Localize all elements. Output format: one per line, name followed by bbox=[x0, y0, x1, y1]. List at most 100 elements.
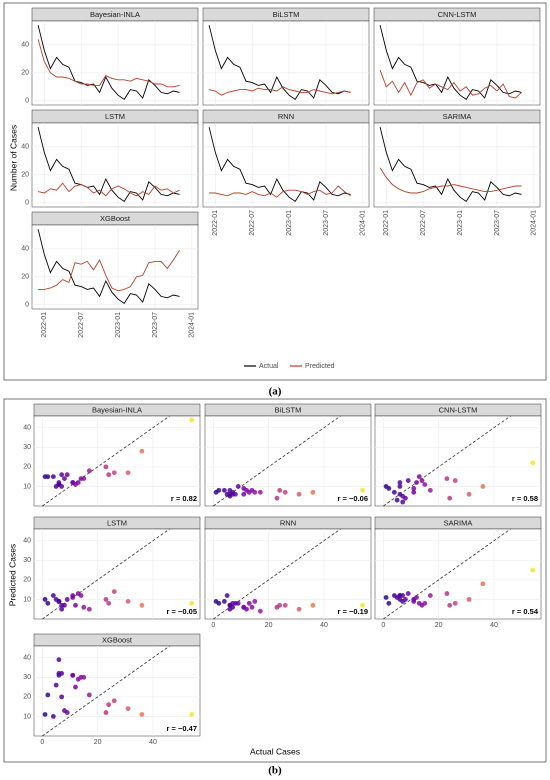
x-tick-label: 2023-01 bbox=[286, 210, 293, 236]
strip-text: XGBoost bbox=[100, 214, 131, 223]
point bbox=[189, 600, 195, 606]
point bbox=[189, 712, 195, 717]
point bbox=[42, 597, 48, 602]
x-tick-label: 2022-01 bbox=[212, 210, 219, 236]
point bbox=[70, 480, 76, 485]
point bbox=[427, 487, 433, 493]
x-tick-label: 2023-01 bbox=[457, 210, 464, 236]
x-tick-label: 2024-01 bbox=[531, 210, 538, 236]
r-label: r = −0.19 bbox=[338, 607, 368, 616]
r-label: r = −0.47 bbox=[167, 724, 197, 733]
point bbox=[296, 606, 302, 612]
x-tick-label: 2023-07 bbox=[152, 312, 159, 338]
r-label: r = 0.54 bbox=[512, 607, 539, 616]
y-tick-label: 20 bbox=[21, 274, 29, 281]
legend-label: Actual bbox=[259, 363, 279, 370]
point bbox=[59, 694, 65, 700]
point bbox=[257, 489, 263, 495]
point bbox=[252, 489, 258, 495]
panel bbox=[33, 528, 201, 620]
x-tick-label: 20 bbox=[435, 622, 443, 629]
legend-label: Predicted bbox=[305, 363, 335, 370]
y-tick-label: 20 bbox=[21, 70, 29, 77]
point bbox=[64, 597, 70, 602]
point bbox=[296, 491, 302, 497]
series-line bbox=[37, 25, 180, 101]
y-tick-label: 40 bbox=[21, 246, 29, 253]
point bbox=[452, 478, 458, 483]
series-line bbox=[379, 69, 522, 99]
panel bbox=[31, 122, 199, 208]
y-tick-label: 40 bbox=[23, 538, 31, 545]
series-line bbox=[38, 182, 180, 197]
x-tick-label: 2022-01 bbox=[383, 210, 390, 236]
point bbox=[53, 682, 59, 688]
panel bbox=[31, 20, 199, 106]
strip-text: SARIMA bbox=[443, 112, 472, 121]
point bbox=[50, 714, 56, 719]
point bbox=[139, 602, 145, 608]
point bbox=[397, 480, 403, 485]
point bbox=[444, 591, 450, 596]
point bbox=[50, 593, 56, 598]
series-line bbox=[209, 185, 351, 198]
point bbox=[56, 482, 62, 487]
x-tick-label: 0 bbox=[381, 622, 385, 629]
series-line bbox=[379, 25, 522, 101]
point bbox=[139, 448, 145, 454]
point bbox=[411, 489, 417, 495]
identity-line bbox=[42, 415, 170, 507]
point bbox=[73, 684, 78, 690]
point bbox=[81, 674, 87, 680]
x-tick-label: 2023-07 bbox=[494, 210, 501, 236]
point bbox=[45, 474, 51, 480]
point bbox=[70, 593, 76, 598]
point bbox=[189, 417, 195, 423]
point bbox=[45, 692, 51, 698]
point bbox=[111, 470, 117, 476]
point bbox=[139, 712, 145, 717]
series-line bbox=[37, 127, 180, 203]
point bbox=[400, 499, 406, 505]
point bbox=[216, 487, 222, 493]
panel bbox=[374, 528, 542, 620]
point bbox=[414, 595, 419, 600]
point bbox=[111, 698, 117, 704]
x-tick-label: 0 bbox=[40, 739, 44, 746]
point bbox=[235, 484, 241, 489]
point bbox=[422, 600, 428, 606]
point bbox=[59, 606, 65, 612]
point bbox=[221, 598, 227, 604]
strip-text: CNN-LSTM bbox=[439, 405, 478, 414]
point bbox=[86, 468, 92, 474]
point bbox=[391, 489, 397, 495]
point bbox=[75, 591, 81, 596]
identity-line bbox=[383, 415, 511, 507]
identity-line bbox=[383, 528, 511, 620]
point bbox=[241, 604, 247, 610]
point bbox=[452, 600, 458, 606]
point bbox=[444, 476, 450, 482]
point bbox=[310, 602, 316, 608]
strip-text: CNN-LSTM bbox=[438, 10, 477, 19]
point bbox=[466, 491, 472, 497]
panel bbox=[373, 122, 541, 208]
point bbox=[246, 600, 252, 606]
x-tick-label: 40 bbox=[320, 622, 328, 629]
point bbox=[394, 497, 400, 503]
y-axis-title: Number of Cases bbox=[8, 125, 18, 191]
y-tick-label: 10 bbox=[23, 713, 31, 720]
strip-text: XGBoost bbox=[102, 635, 133, 644]
point bbox=[106, 472, 112, 478]
point bbox=[86, 606, 92, 612]
series-line bbox=[208, 25, 351, 101]
strip-text: BiLSTM bbox=[273, 10, 300, 19]
point bbox=[277, 602, 283, 608]
point bbox=[405, 591, 411, 596]
y-tick-label: 20 bbox=[23, 464, 31, 471]
point bbox=[241, 491, 247, 497]
x-tick-label: 20 bbox=[94, 739, 102, 746]
point bbox=[227, 491, 233, 497]
point bbox=[282, 489, 288, 495]
x-tick-label: 2022-07 bbox=[249, 210, 256, 236]
